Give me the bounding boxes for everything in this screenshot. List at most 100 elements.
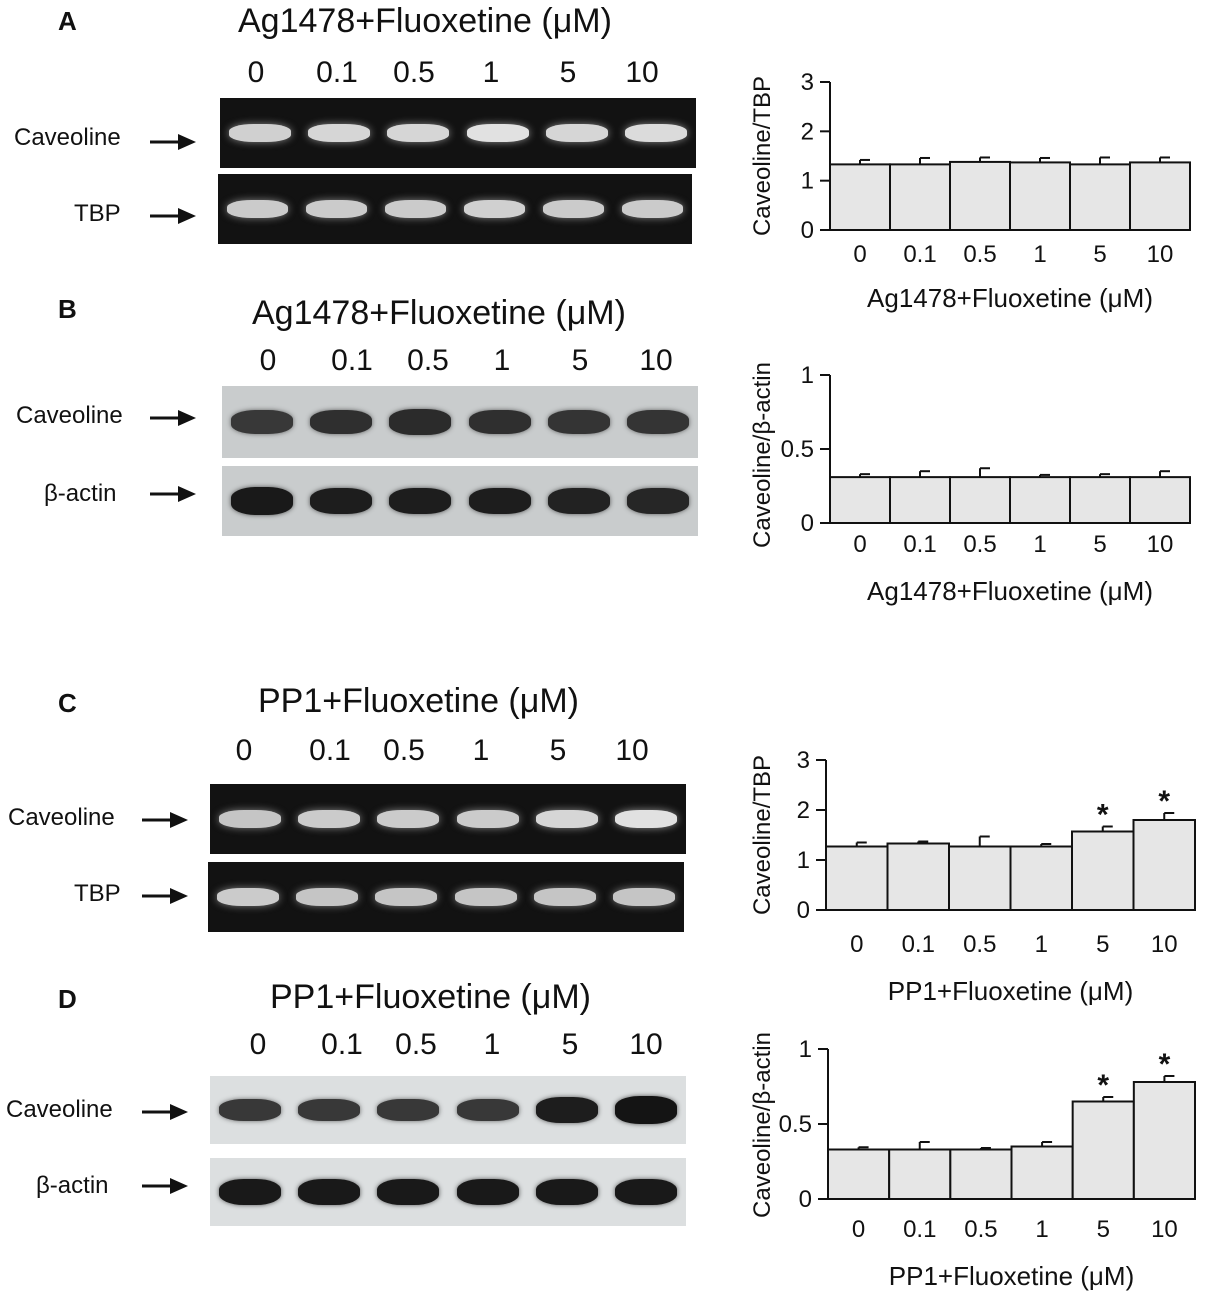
gel-band [468, 409, 531, 435]
gel-title: Ag1478+Fluoxetine (μM) [238, 2, 612, 40]
lane-label: 5 [559, 56, 577, 89]
x-tick-label: 0.5 [963, 531, 996, 558]
x-tick-label: 1 [1035, 1216, 1048, 1243]
x-tick-label: 0.1 [903, 241, 936, 268]
panel-letter: A [58, 6, 77, 36]
bar [1009, 161, 1071, 231]
gel-band [375, 887, 438, 907]
panel-letter: D [58, 984, 77, 1014]
x-tick-label: 0 [853, 531, 866, 558]
arrow-right-icon [150, 410, 196, 426]
gel-band [536, 1097, 598, 1123]
x-axis-label: Ag1478+Fluoxetine (μM) [867, 576, 1153, 606]
y-tick-label: 0 [801, 217, 814, 244]
bar [886, 842, 950, 911]
row-label-caveoline: Caveoline [6, 1096, 113, 1123]
gel-band [534, 887, 596, 907]
lane-label: 0.5 [395, 1028, 437, 1061]
bar [949, 1148, 1013, 1200]
gel-band [296, 887, 358, 907]
y-tick-label: 2 [801, 118, 814, 145]
x-tick-label: 5 [1097, 1216, 1110, 1243]
bar [829, 163, 891, 231]
bar-chart-b: 0 0.1 0.5 1 5 10 0 0.5 1 Caveoline/β-actin Ag1478+… [749, 362, 1191, 606]
bar [1129, 476, 1191, 524]
lane-label: 5 [561, 1028, 579, 1061]
lane-label: 10 [639, 344, 673, 377]
row-label-caveoline: Caveoline [16, 402, 123, 429]
gel-band [621, 199, 684, 219]
panel-letter: B [58, 294, 77, 324]
lane-label: 0 [235, 734, 253, 767]
row-label-beta-actin: β-actin [44, 480, 117, 507]
panel-letter: C [58, 688, 77, 718]
gel-image-caveoline [220, 98, 696, 168]
gel-band [218, 1178, 281, 1206]
row-label-beta-actin: β-actin [36, 1172, 109, 1199]
x-tick-label: 5 [1093, 241, 1106, 268]
gel-title: PP1+Fluoxetine (μM) [258, 682, 579, 720]
gel-band [468, 487, 531, 515]
gel-band [218, 1098, 281, 1122]
gel-image-tbp [208, 862, 684, 932]
y-tick-label: 0 [801, 510, 814, 537]
bar [949, 160, 1011, 231]
x-tick-label: 1 [1033, 241, 1046, 268]
x-tick-label: 0.1 [902, 931, 935, 958]
x-tick-label: 0.1 [903, 1216, 936, 1243]
significance-marker: * [1097, 1069, 1109, 1102]
y-tick-label: 0.5 [779, 1111, 812, 1138]
gel-band [463, 199, 526, 219]
gel-band [216, 887, 279, 907]
lane-label: 10 [615, 734, 649, 767]
lane-label: 0 [249, 1028, 267, 1061]
gel-band [456, 1178, 519, 1206]
y-tick-label: 2 [797, 797, 810, 824]
gel-band [310, 487, 372, 515]
arrow-right-icon [150, 134, 196, 150]
gel-band [298, 1098, 360, 1122]
y-tick-label: 0 [797, 897, 810, 924]
gel-band [389, 409, 452, 435]
y-axis-label: Caveoline/β-actin [749, 1032, 776, 1218]
lane-label: 1 [483, 1028, 501, 1061]
lane-label: 10 [625, 56, 659, 89]
bar [949, 476, 1011, 524]
y-axis-label: Caveoline/TBP [749, 76, 776, 236]
bar [829, 476, 891, 524]
gel-band [308, 123, 370, 143]
x-tick-label: 10 [1147, 531, 1174, 558]
significance-marker: * [1159, 1048, 1171, 1081]
x-tick-label: 0.1 [903, 531, 936, 558]
bar [1069, 476, 1131, 524]
x-tick-label: 0.5 [963, 931, 996, 958]
bar [1010, 1145, 1074, 1200]
gel-band [627, 409, 690, 435]
bar [1129, 161, 1191, 231]
bar [889, 476, 951, 524]
gel-band [384, 199, 447, 219]
lane-label: 0.1 [321, 1028, 363, 1061]
x-axis-label: PP1+Fluoxetine (μM) [888, 976, 1133, 1006]
lane-label: 0 [247, 56, 265, 89]
y-tick-label: 1 [797, 847, 810, 874]
blot-image-beta-actin [222, 466, 698, 536]
blot-image-caveoline [222, 386, 698, 458]
gel-band [615, 809, 678, 829]
gel-band [542, 199, 605, 219]
bar-chart-d: 0 0.1 0.5 1 * 5 * 10 0 0.5 1 Caveoline/β-actin PP1+F… [749, 1032, 1197, 1291]
bar-chart-c: 0 0.1 0.5 1 * 5 * 10 0 1 2 3 Caveoline/TBP PP1+Fluoxe… [749, 747, 1196, 1006]
lane-label: 0.1 [309, 734, 351, 767]
arrow-right-icon [142, 1178, 188, 1194]
bar [1132, 819, 1196, 911]
lane-label: 1 [493, 344, 511, 377]
gel-band [536, 809, 598, 829]
gel-band [377, 1178, 440, 1206]
y-axis-label: Caveoline/TBP [749, 755, 776, 915]
y-tick-label: 0.5 [781, 436, 814, 463]
gel-band [627, 488, 690, 514]
gel-band [228, 123, 291, 143]
lane-labels: 0 0.1 0.5 1 5 10 [0, 56, 700, 96]
gel-band [305, 199, 368, 219]
x-tick-label: 0 [852, 1216, 865, 1243]
